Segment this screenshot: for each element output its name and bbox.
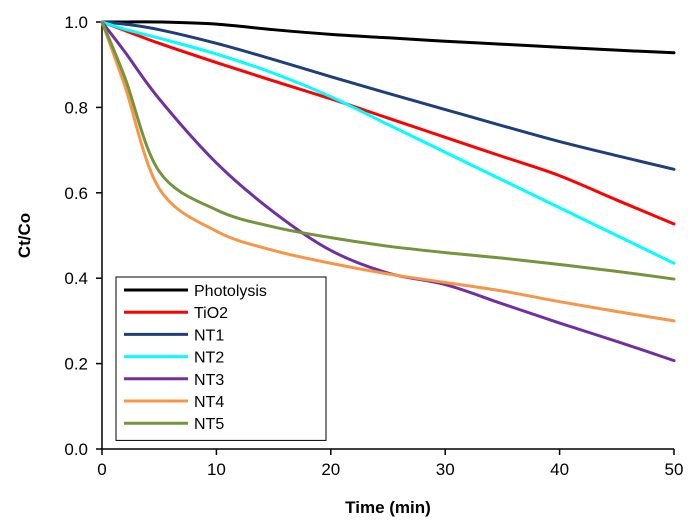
legend-label-nt4: NT4: [194, 394, 224, 411]
legend-box: [115, 276, 327, 441]
series-line-nt3: [100, 20, 676, 363]
y-tick-label: 0.6: [64, 184, 88, 203]
legend-label-nt2: NT2: [194, 350, 224, 367]
y-tick-label: 0.4: [64, 269, 88, 288]
legend-label-nt3: NT3: [194, 372, 224, 389]
legend: Photolysis TiO2 NT1 NT2 NT3 NT4 NT5: [115, 276, 327, 441]
series-layer: [100, 20, 676, 363]
legend-label-nt1: NT1: [194, 327, 224, 344]
y-tick-label: 0.0: [64, 440, 88, 459]
x-tick-label: 50: [665, 460, 684, 479]
legend-label-photolysis: Photolysis: [194, 283, 267, 300]
y-axis-title: Ct/Co: [15, 213, 34, 258]
series-line-nt1: [100, 20, 676, 171]
axes: 0 10 20 30 40 50 0.0 0.2 0.4 0.6 0.8 1.0: [64, 13, 683, 479]
y-tick-label: 0.2: [64, 355, 88, 374]
series-line-tio2: [100, 20, 676, 226]
series-line-nt5: [100, 20, 676, 281]
series-line-nt2: [100, 20, 676, 265]
y-tick-label: 1.0: [64, 13, 88, 32]
x-tick-label: 0: [97, 460, 106, 479]
x-tick-label: 40: [550, 460, 569, 479]
legend-label-nt5: NT5: [194, 416, 224, 433]
x-tick-label: 10: [207, 460, 226, 479]
series-line-photolysis: [100, 20, 676, 55]
x-axis-title: Time (min): [345, 498, 431, 517]
x-tick-label: 30: [436, 460, 455, 479]
y-tick-label: 0.8: [64, 98, 88, 117]
legend-label-tio2: TiO2: [194, 305, 228, 322]
series-line-nt4: [100, 20, 676, 323]
x-tick-label: 20: [321, 460, 340, 479]
